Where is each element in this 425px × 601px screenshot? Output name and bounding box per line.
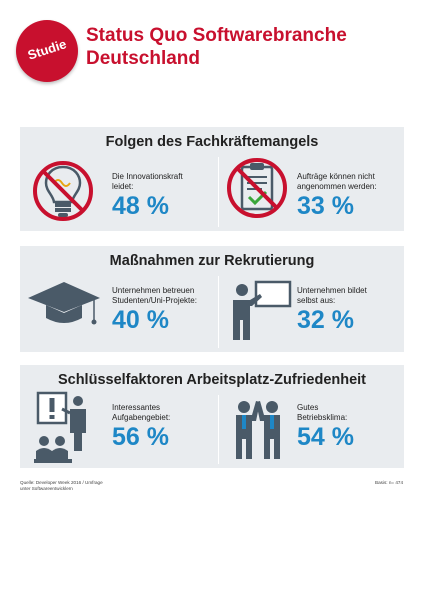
presenter-board-icon <box>233 280 292 340</box>
crossed-lightbulb-icon <box>33 161 93 221</box>
item-label: Die Innovationskraft leidet: <box>112 172 183 191</box>
page-title-line2: Deutschland <box>86 48 201 69</box>
studie-badge: Studie <box>16 20 78 82</box>
section-schluesselfaktoren: Schlüsselfaktoren Arbeitsplatz-Zufrieden… <box>20 365 404 468</box>
section-divider <box>218 276 219 348</box>
item-label: Gutes Betriebsklima: <box>297 403 348 422</box>
page-title-line1: Status Quo Softwarebranche <box>86 25 347 46</box>
section-title: Maßnahmen zur Rekrutierung <box>109 253 315 269</box>
section-folgen: Folgen des Fachkräftemangels Die Innovat… <box>20 127 404 231</box>
item-value: 54 % <box>297 423 354 451</box>
source-note: Quelle: Developer Week 2016 / Umfrage un… <box>20 480 103 491</box>
item-label: Unternehmen betreuen Studenten/Uni-Proje… <box>112 286 197 305</box>
section-massnahmen: Maßnahmen zur Rekrutierung Unternehmen b… <box>20 246 404 352</box>
section-title: Schlüsselfaktoren Arbeitsplatz-Zufrieden… <box>57 372 367 388</box>
item-label: Interessantes Aufgabengebiet: <box>112 403 171 422</box>
graduation-cap-icon <box>28 282 100 325</box>
section-title: Folgen des Fachkräftemangels <box>105 134 319 150</box>
presentation-audience-icon <box>34 391 86 463</box>
crossed-clipboard-icon <box>227 158 287 218</box>
page-title: Status Quo Softwarebranche Deutschland <box>86 24 386 70</box>
badge-label: Studie <box>25 36 69 63</box>
item-value: 48 % <box>112 192 169 220</box>
item-value: 56 % <box>112 423 169 451</box>
section-divider <box>218 157 219 227</box>
item-label: Unternehmen bildet selbst aus: <box>297 286 367 305</box>
item-value: 33 % <box>297 192 354 220</box>
high-five-icon <box>236 401 280 459</box>
item-value: 40 % <box>112 306 169 334</box>
item-label: Aufträge können nicht angenommen werden: <box>297 172 377 191</box>
item-value: 32 % <box>297 306 354 334</box>
section-divider <box>218 395 219 464</box>
sample-base: Basis: n= 474 <box>375 480 403 485</box>
